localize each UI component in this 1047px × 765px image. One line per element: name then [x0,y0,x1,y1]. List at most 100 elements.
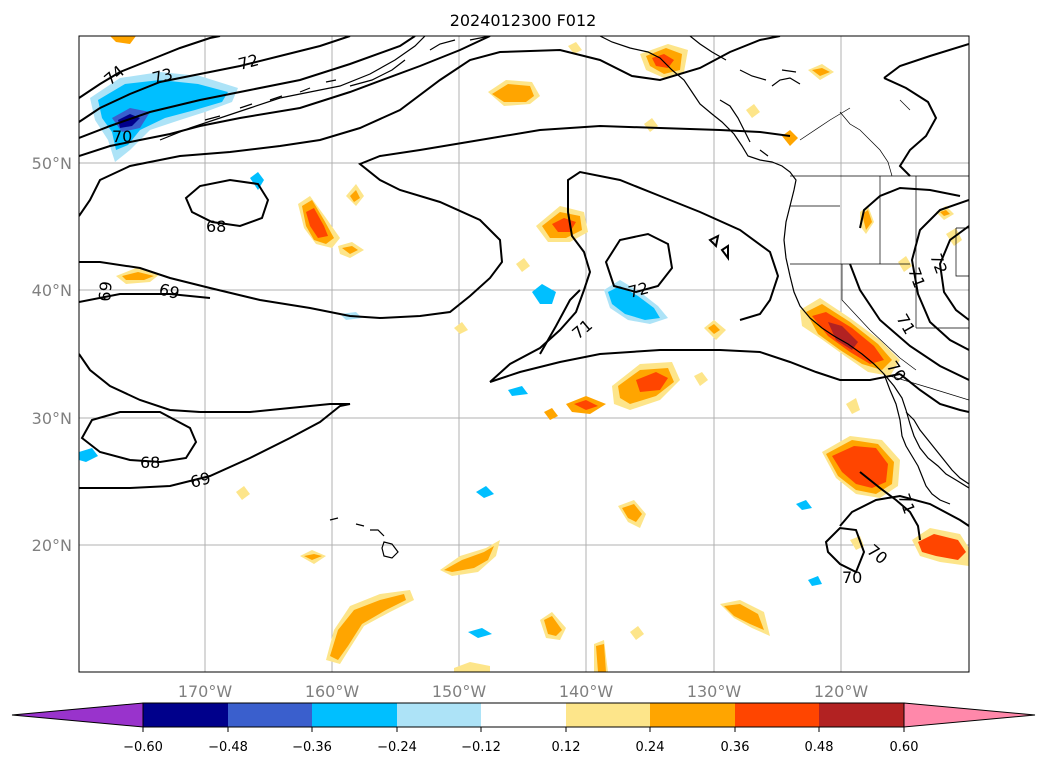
warm-anomaly-spot-18 [846,398,860,414]
blue-anomaly-small-4 [508,386,528,396]
contour-label-70-nw: 70 [112,127,132,146]
warm-anomaly-spot-1-red [574,400,598,410]
contour-69-west-edge [79,293,211,303]
coastline-islands-bc [719,69,801,157]
colorbar-tick-label: −0.36 [292,740,332,755]
warm-anomaly-spot-7-orange [304,554,322,560]
contour-72-nw [79,36,416,139]
warm-anomaly-spot-20 [544,408,558,420]
lat-label-20n: 20°N [32,536,72,555]
map-title: 2024012300 F012 [450,11,597,30]
contour-68-west [184,178,270,228]
colorbar-tick-label: 0.60 [890,740,919,755]
warm-anomaly-south-west-orange [330,594,406,660]
colorbar-segment-8 [735,703,819,727]
lat-label-40n: 40°N [32,281,72,300]
lon-label-170w: 170°W [178,682,233,701]
contour-74 [79,36,221,99]
colorbar-tick-label: 0.12 [552,740,581,755]
warm-anomaly-spot-12 [782,130,798,146]
negative-anomaly-fills [79,72,822,638]
coastline-hawaii [329,517,399,559]
lat-label-30n: 30°N [32,409,72,428]
warm-anomaly-mexico-red [918,534,966,560]
colorbar-segment-4 [397,703,481,727]
contour-71-ring [539,289,581,355]
colorbar-segment-9 [819,703,904,727]
warm-anomaly-spot-19 [694,372,708,386]
contour-70-se [839,494,969,527]
contour-ne-1 [910,199,969,351]
warm-anomaly-spot-5-orange [596,644,606,672]
colorbar: −0.60 −0.48 −0.36 −0.24 −0.12 0.12 0.24 … [11,702,1036,755]
warm-anomaly-spot-4-orange [544,616,562,636]
contour-70-bottom [824,526,866,574]
border-alaska-canada [839,111,893,177]
colorbar-segment-1 [143,703,228,727]
warm-anomaly-spot-27 [630,626,644,640]
contour-small-ne [708,234,729,261]
blue-anomaly-small-8 [796,500,812,510]
lon-label-120w: 120°W [814,682,869,701]
coastline-alaska-south [159,36,426,141]
colorbar-ticks [142,727,905,732]
contour-ne-4 [849,263,969,381]
colorbar-extend-high [903,702,1036,728]
contour-label-68-sw: 68 [140,453,160,472]
contour-69-long [79,124,791,320]
warm-anomaly-central-east-red [636,372,668,392]
lat-label-50n: 50°N [32,154,72,173]
colorbar-segment-3 [312,703,397,727]
contour-73 [79,36,351,123]
blue-anomaly-mid-pacific-core [608,286,660,320]
blue-anomaly-small-9 [808,576,822,586]
contour-70-central [489,170,780,383]
border-ca-nv [841,264,917,371]
colorbar-tick-label: −0.48 [208,740,248,755]
blue-anomaly-small-2 [250,172,264,190]
colorbar-segment-6 [566,703,650,727]
contour-label-69-sw: 69 [188,468,213,492]
contour-ne-6 [883,77,938,177]
warm-anomaly-spot-13 [110,36,136,44]
border-bc [799,99,911,141]
colorbar-tick-label: −0.12 [461,740,501,755]
contour-69-sw [79,403,351,489]
coastline-alaska-gulf [599,36,969,489]
warm-anomaly-spot-3-orange [724,604,764,630]
warm-anomaly-west-red [306,208,328,238]
positive-anomaly-fills [110,36,969,672]
coastline-baja [883,373,951,505]
plot-area: 74 73 72 70 68 69 69 68 69 71 72 71 71 7… [79,36,969,672]
blue-anomaly-small-5 [476,486,494,498]
colorbar-extend-low [11,702,144,728]
warm-anomaly-spot-6 [454,662,490,672]
warm-anomaly-spot-10-orange [708,324,720,334]
contour-label-72-nw: 72 [236,50,261,74]
contour-label-69-w: 69 [95,280,116,302]
contour-ne-3 [859,186,961,229]
colorbar-tick-label: −0.24 [377,740,417,755]
coastline-aleutians [204,79,337,121]
contour-71-se [899,373,969,413]
longitude-labels: 170°W 160°W 150°W 140°W 130°W 120°W [178,682,869,701]
coastline-mexico-inner [905,411,969,485]
contour-68-sw [80,411,198,464]
blue-anomaly-small-7 [79,448,98,462]
coastline-alaska-north [689,36,767,81]
contour-label-73: 73 [150,64,175,88]
contour-71-bottom [859,471,921,541]
contour-72-central [604,232,674,294]
border-us-mexico [889,375,969,401]
gridlines [79,36,969,672]
contour-label-72-central: 72 [626,278,651,302]
warm-anomaly-spot-14-orange [862,210,872,230]
colorbar-tick-label: 0.36 [721,740,750,755]
warm-anomaly-spot-24 [236,486,250,500]
coastlines [159,36,969,559]
warm-anomaly-sw-small-orange [122,272,154,280]
warm-anomaly-spot-26 [516,258,530,272]
contour-label-70-south: 70 [842,568,862,587]
latitude-labels: 50°N 40°N 30°N 20°N [32,154,72,555]
